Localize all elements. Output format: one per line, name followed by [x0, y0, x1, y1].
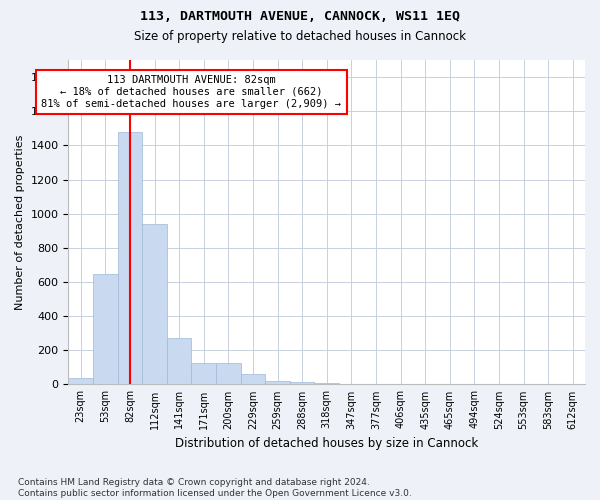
Text: 113 DARTMOUTH AVENUE: 82sqm
← 18% of detached houses are smaller (662)
81% of se: 113 DARTMOUTH AVENUE: 82sqm ← 18% of det… [41, 76, 341, 108]
Bar [191, 363, 216, 384]
Bar [167, 338, 191, 384]
Bar [265, 381, 290, 384]
Bar [216, 363, 241, 384]
Text: 113, DARTMOUTH AVENUE, CANNOCK, WS11 1EQ: 113, DARTMOUTH AVENUE, CANNOCK, WS11 1EQ [140, 10, 460, 23]
Bar [118, 132, 142, 384]
Bar [68, 378, 93, 384]
Text: Contains HM Land Registry data © Crown copyright and database right 2024.
Contai: Contains HM Land Registry data © Crown c… [18, 478, 412, 498]
Bar [241, 374, 265, 384]
Bar [290, 382, 314, 384]
X-axis label: Distribution of detached houses by size in Cannock: Distribution of detached houses by size … [175, 437, 478, 450]
Bar [142, 224, 167, 384]
Y-axis label: Number of detached properties: Number of detached properties [15, 134, 25, 310]
Text: Size of property relative to detached houses in Cannock: Size of property relative to detached ho… [134, 30, 466, 43]
Bar [314, 382, 339, 384]
Bar [93, 274, 118, 384]
